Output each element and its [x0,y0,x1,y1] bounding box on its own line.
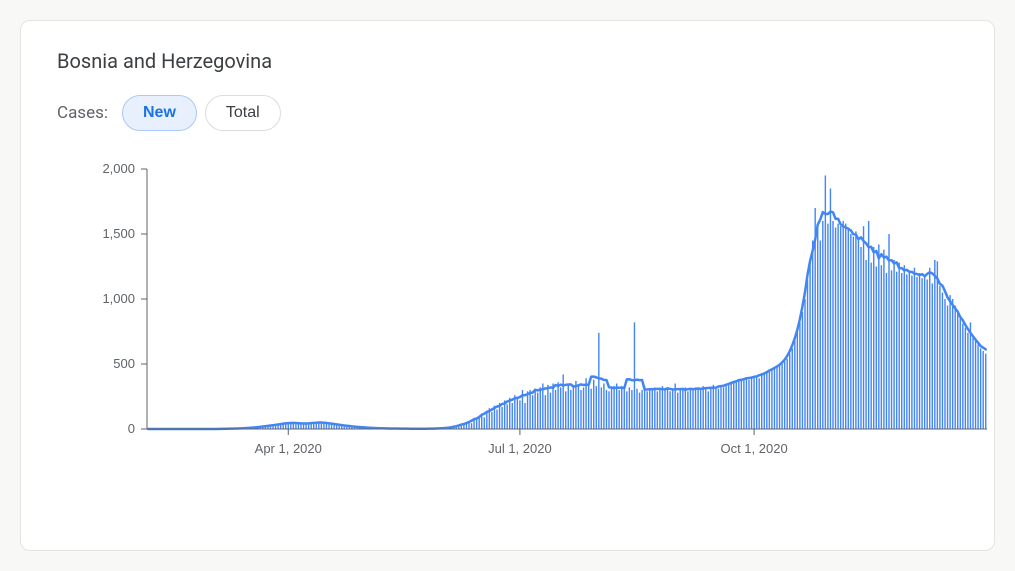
svg-text:1,500: 1,500 [102,226,135,241]
svg-text:Apr 1, 2020: Apr 1, 2020 [255,441,322,456]
case-type-controls: Cases: NewTotal [57,95,958,131]
chart-svg: 0 500 1,000 1,500 2,000 Apr 1, 2020 Jul 1, 202… [57,159,997,479]
chart-card: Bosnia and Herzegovina Cases: NewTotal 0… [20,20,995,551]
svg-text:2,000: 2,000 [102,161,135,176]
cases-pill-total[interactable]: Total [205,95,281,131]
cases-pill-new[interactable]: New [122,95,197,131]
pill-group: NewTotal [122,95,281,131]
svg-text:Oct 1, 2020: Oct 1, 2020 [720,441,787,456]
svg-text:500: 500 [113,356,135,371]
chart-title: Bosnia and Herzegovina [57,49,958,73]
svg-text:Jul 1, 2020: Jul 1, 2020 [488,441,552,456]
svg-text:0: 0 [128,421,135,436]
svg-text:1,000: 1,000 [102,291,135,306]
new-cases-chart: 0 500 1,000 1,500 2,000 Apr 1, 2020 Jul 1, 202… [57,159,958,479]
controls-label: Cases: [57,103,108,123]
